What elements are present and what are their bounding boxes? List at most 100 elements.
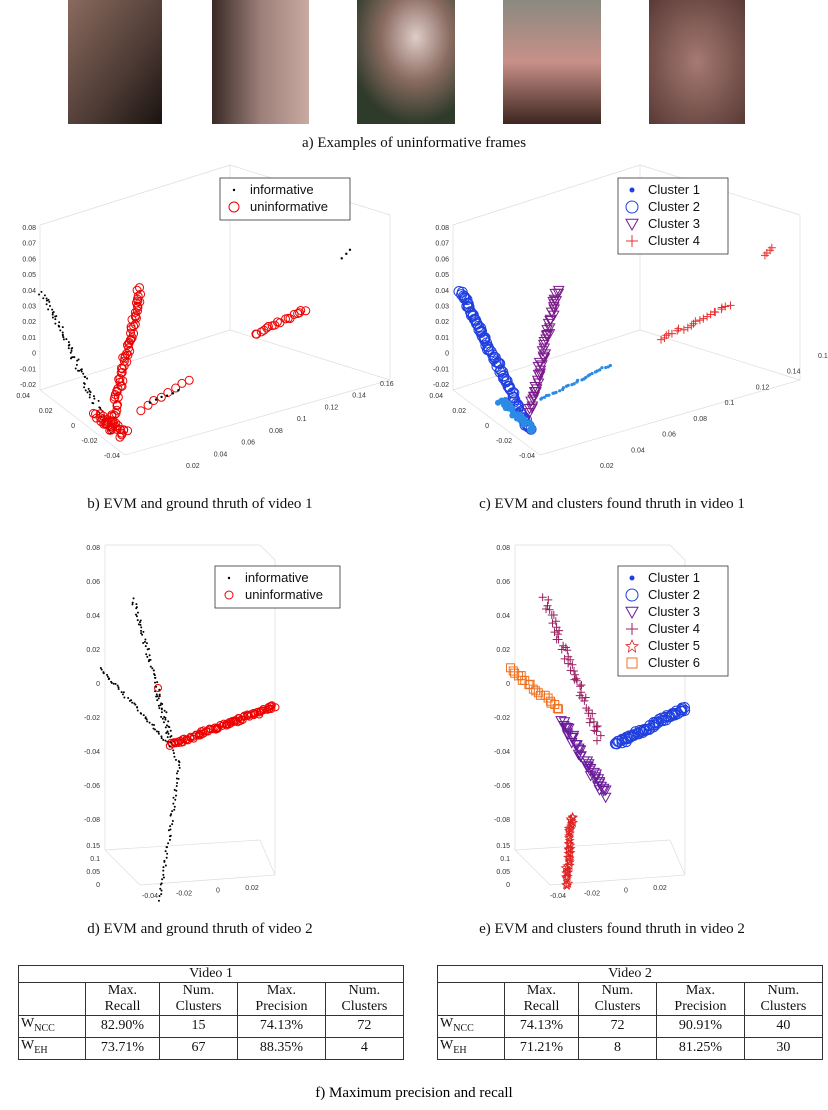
point (178, 766, 181, 769)
point (561, 873, 572, 884)
point (271, 703, 280, 712)
tick-label: 0.14 (352, 393, 366, 400)
point (144, 645, 147, 648)
tick-label: -0.02 (496, 438, 512, 445)
legend-label: Cluster 6 (648, 655, 700, 670)
point (599, 785, 612, 797)
point (161, 717, 164, 720)
cell-text: Num. (767, 983, 800, 998)
cell-text: W (440, 1016, 454, 1031)
cell-text: Clusters (341, 999, 388, 1014)
point (54, 318, 57, 321)
table-cell: WEH (18, 1036, 86, 1060)
legend-label: Cluster 4 (648, 233, 700, 248)
point (129, 329, 139, 339)
tick-label: 0.1 (297, 416, 307, 423)
tick-label: 0.08 (435, 225, 449, 232)
cell-text: 90.91% (678, 1018, 723, 1034)
point (558, 389, 562, 393)
point (257, 706, 266, 715)
point (176, 770, 179, 773)
point (561, 386, 566, 390)
table-cell: 73.71% (85, 1036, 160, 1060)
point (152, 727, 155, 730)
tick-label: -0.08 (494, 817, 510, 824)
cell-text: 81.25% (678, 1040, 723, 1056)
table-cell: Video 1 (18, 965, 404, 983)
point (151, 667, 154, 670)
point (145, 718, 148, 721)
point (140, 632, 143, 635)
box-line (669, 839, 686, 876)
point (491, 360, 503, 372)
cell-text: Num. (601, 983, 634, 998)
tick-label: 0.16 (380, 381, 394, 388)
point (554, 390, 558, 394)
point (77, 358, 80, 361)
tick-label: 0.1 (818, 353, 828, 360)
cell-text: W (21, 1016, 35, 1031)
tick-label: 0.12 (325, 404, 339, 411)
point (560, 871, 572, 882)
point (48, 300, 51, 303)
point (117, 428, 127, 438)
table-cell: Max. Precision (656, 982, 745, 1016)
point (172, 749, 175, 752)
table-cell (18, 982, 86, 1016)
table-cell: 72 (324, 1015, 405, 1038)
point (699, 314, 708, 323)
legend-label: Cluster 1 (648, 182, 700, 197)
point (270, 320, 280, 330)
point (157, 697, 160, 700)
table-row: WEH 73.71% 67 88.35% 4 (18, 1036, 405, 1060)
tick-label: 0 (71, 423, 75, 430)
tick-label: 0 (485, 423, 489, 430)
point (565, 738, 578, 749)
point (135, 615, 138, 618)
point (498, 397, 505, 404)
legend-marker (625, 606, 639, 620)
point (86, 391, 89, 394)
point (564, 856, 575, 867)
tick-label: -0.02 (176, 890, 192, 897)
point (107, 678, 110, 681)
point (561, 723, 574, 734)
point (173, 755, 176, 758)
table-row: Max. Recall Num. Clusters Max. Precision Num. C… (18, 982, 405, 1016)
cell-text: NCC (34, 1022, 55, 1034)
point (164, 864, 167, 867)
point (47, 298, 50, 301)
point (120, 353, 130, 363)
point (156, 681, 159, 684)
legend-label: uninformative (245, 587, 323, 602)
point (167, 732, 170, 735)
point (175, 772, 178, 775)
cell-text: Clusters (175, 999, 222, 1014)
legend-marker (224, 590, 234, 600)
point (572, 749, 585, 761)
point (136, 709, 139, 712)
point (134, 613, 137, 616)
point (87, 387, 90, 390)
cell-text: 72 (610, 1018, 625, 1034)
point (563, 646, 572, 655)
legend-marker (626, 235, 638, 247)
legend-label: Cluster 3 (648, 604, 700, 619)
point (526, 401, 539, 413)
point (82, 372, 85, 375)
point (155, 695, 158, 698)
point (136, 406, 146, 416)
point (168, 838, 171, 841)
point (134, 283, 144, 293)
point (67, 347, 70, 350)
tick-label: 0 (506, 882, 510, 889)
tick-label: 0 (96, 681, 100, 688)
tick-label: 0.03 (22, 304, 36, 311)
point (566, 655, 575, 664)
point (160, 707, 163, 710)
point (164, 850, 167, 853)
point (532, 361, 545, 373)
tick-label: 0.06 (86, 579, 100, 586)
point (267, 704, 276, 713)
point (58, 325, 61, 328)
